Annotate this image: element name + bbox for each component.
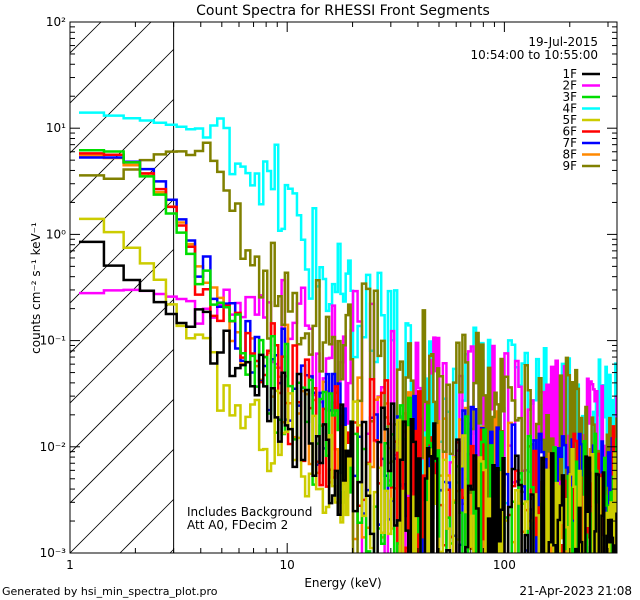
- legend-label-1F: 1F: [562, 67, 577, 81]
- hatch-line: [70, 22, 252, 204]
- annotation-background: Includes Background: [187, 505, 312, 519]
- x-tick-label: 100: [493, 558, 516, 572]
- y-tick-label: 10⁻¹: [40, 334, 67, 348]
- legend-label-9F: 9F: [562, 159, 577, 173]
- time-range-label: 10:54:00 to 10:55:00: [471, 48, 598, 62]
- legend-label-7F: 7F: [562, 136, 577, 150]
- hatch-line: [70, 22, 202, 154]
- generated-by-label: Generated by hsi_min_spectra_plot.pro: [2, 585, 218, 598]
- y-tick-label: 10²: [46, 15, 66, 29]
- legend-label-4F: 4F: [562, 102, 577, 116]
- date-label: 19-Jul-2015: [528, 35, 598, 49]
- y-tick-label: 10¹: [46, 121, 66, 135]
- legend-label-2F: 2F: [562, 79, 577, 93]
- y-tick-label: 10⁻³: [40, 546, 67, 560]
- timestamp-label: 21-Apr-2023 21:08: [519, 584, 632, 598]
- y-tick-label: 10⁻²: [40, 440, 67, 454]
- chart-title: Count Spectra for RHESSI Front Segments: [196, 3, 490, 19]
- x-tick-label: 1: [66, 558, 74, 572]
- series-line-9F: [78, 141, 617, 553]
- legend-label-6F: 6F: [562, 125, 577, 139]
- y-tick-label: 10⁰: [46, 227, 66, 241]
- x-axis-label: Energy (keV): [304, 576, 381, 590]
- x-tick-label: 10: [280, 558, 295, 572]
- series-line-1F: [78, 240, 617, 553]
- axes: 1 10 100 10⁻³ 10⁻² 10⁻¹ 10⁰ 10¹ 10²: [40, 15, 617, 572]
- legend-label-3F: 3F: [562, 90, 577, 104]
- y-axis-label: counts cm⁻² s⁻¹ keV⁻¹: [29, 222, 43, 354]
- series-layer: [78, 111, 617, 553]
- plot-frame: [69, 21, 618, 554]
- annotation-attenuator: Att A0, FDecim 2: [187, 518, 288, 532]
- legend-label-5F: 5F: [562, 113, 577, 127]
- legend-label-8F: 8F: [562, 148, 577, 162]
